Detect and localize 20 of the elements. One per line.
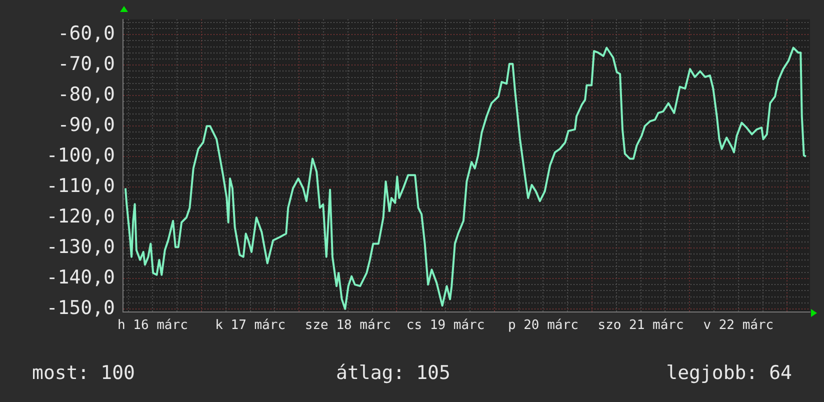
text: most: 100: [32, 362, 135, 384]
y-tick-label: -120,0: [46, 205, 115, 228]
y-tick-label: -110,0: [46, 174, 115, 197]
x-tick-label: v 22 márc: [703, 318, 774, 334]
y-tick-label: -150,0: [46, 296, 115, 319]
y-tick-label: -70,0: [58, 53, 115, 76]
y-tick-label: -100,0: [46, 144, 115, 166]
x-tick-label: h 16 márc: [117, 318, 188, 334]
y-tick-label: -90,0: [58, 114, 115, 136]
y-tick-label: -140,0: [46, 266, 115, 288]
text: legjobb: 64: [666, 362, 792, 384]
x-tick-label: p 20 márc: [508, 318, 578, 334]
x-tick-label: sze 18 márc: [304, 318, 391, 334]
y-tick-label: -80,0: [58, 84, 115, 106]
y-tick-label: -60,0: [58, 22, 115, 45]
text: átlag: 105: [336, 362, 450, 384]
x-tick-label: cs 19 márc: [406, 318, 485, 334]
x-tick-label: k 17 márc: [215, 318, 286, 334]
y-tick-label: -130,0: [46, 236, 115, 258]
x-tick-label: szo 21 márc: [598, 318, 684, 334]
